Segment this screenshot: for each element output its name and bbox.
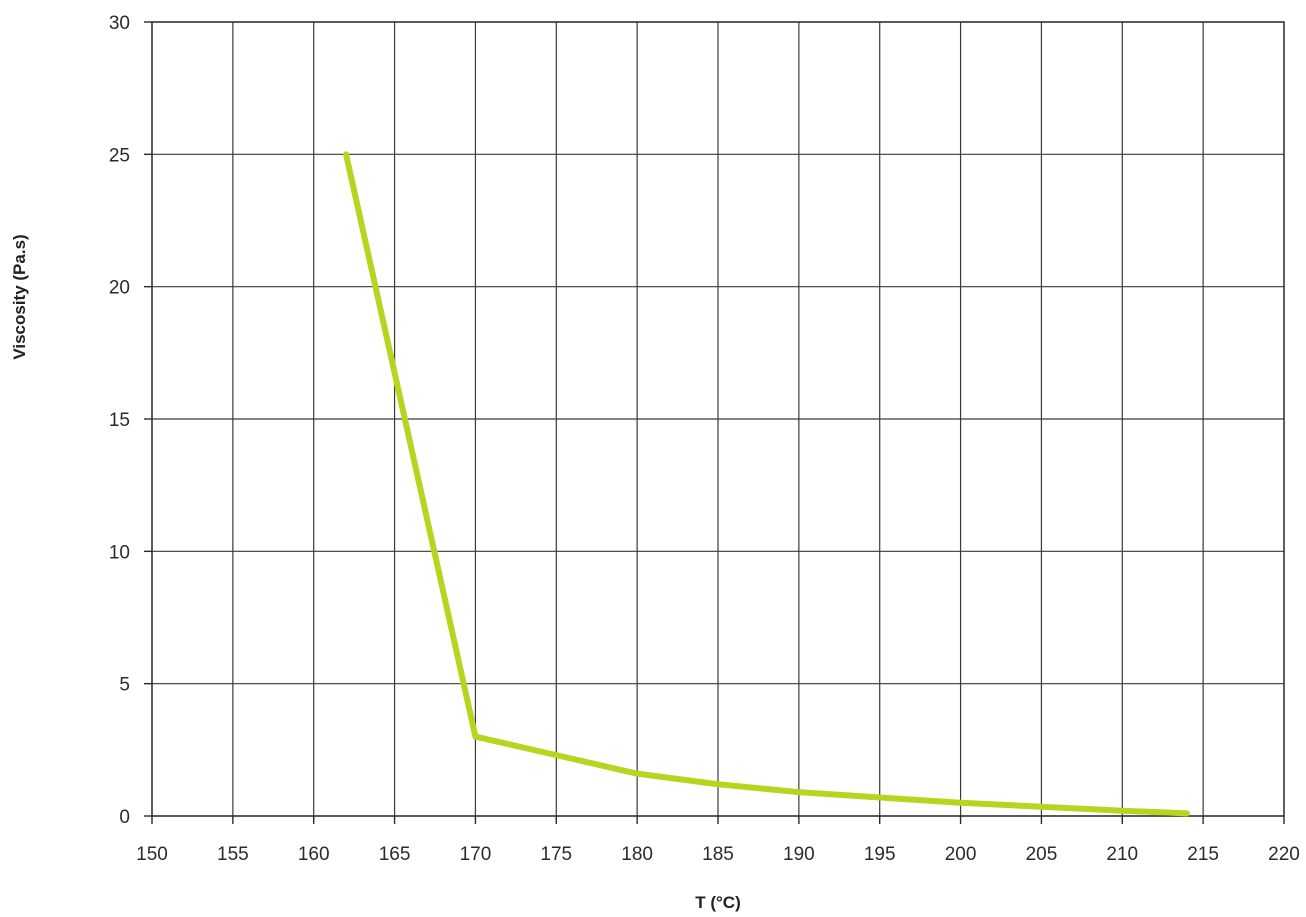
x-tick-label: 170 <box>460 844 492 865</box>
series-layer <box>343 151 1190 817</box>
data-point <box>473 735 477 739</box>
data-point <box>716 782 720 786</box>
y-tick-label: 10 <box>109 542 130 563</box>
x-tick-label: 150 <box>136 844 168 865</box>
y-tick-label: 30 <box>109 13 130 34</box>
x-tick-label: 210 <box>1106 844 1138 865</box>
x-tick-label: 200 <box>945 844 977 865</box>
y-tick-label: 15 <box>109 410 130 431</box>
x-tick-label: 175 <box>540 844 572 865</box>
x-tick-label: 155 <box>217 844 249 865</box>
data-point <box>1185 811 1189 815</box>
x-tick-label: 185 <box>702 844 734 865</box>
y-axis-ticks: 0 5 10 15 20 25 30 <box>109 13 130 828</box>
data-point <box>1039 805 1043 809</box>
x-tick-label: 190 <box>783 844 815 865</box>
data-point <box>797 790 801 794</box>
y-tick-label: 0 <box>119 807 130 828</box>
x-tick-label: 165 <box>379 844 411 865</box>
y-tick-label: 5 <box>119 675 130 696</box>
x-tick-label: 220 <box>1268 844 1300 865</box>
x-tick-label: 205 <box>1026 844 1058 865</box>
data-point <box>878 795 882 799</box>
x-axis-ticks: 150 155 160 165 170 175 180 185 190 195 200 205 210 2… <box>136 844 1300 865</box>
data-point <box>554 753 558 757</box>
data-point <box>959 801 963 805</box>
viscosity-series-line <box>343 151 1190 817</box>
x-tick-label: 180 <box>621 844 653 865</box>
x-tick-label: 160 <box>298 844 330 865</box>
data-point <box>344 152 348 156</box>
plot-frame <box>144 21 1285 824</box>
y-tick-label: 20 <box>109 278 130 299</box>
data-point <box>1120 809 1124 813</box>
y-axis-title: Viscosity (Pa.s) <box>10 234 29 359</box>
x-tick-label: 195 <box>864 844 896 865</box>
data-point <box>635 772 639 776</box>
x-axis-title: T (°C) <box>695 893 741 912</box>
grid <box>151 21 1285 817</box>
x-tick-label: 215 <box>1187 844 1219 865</box>
y-tick-label: 25 <box>109 145 130 166</box>
